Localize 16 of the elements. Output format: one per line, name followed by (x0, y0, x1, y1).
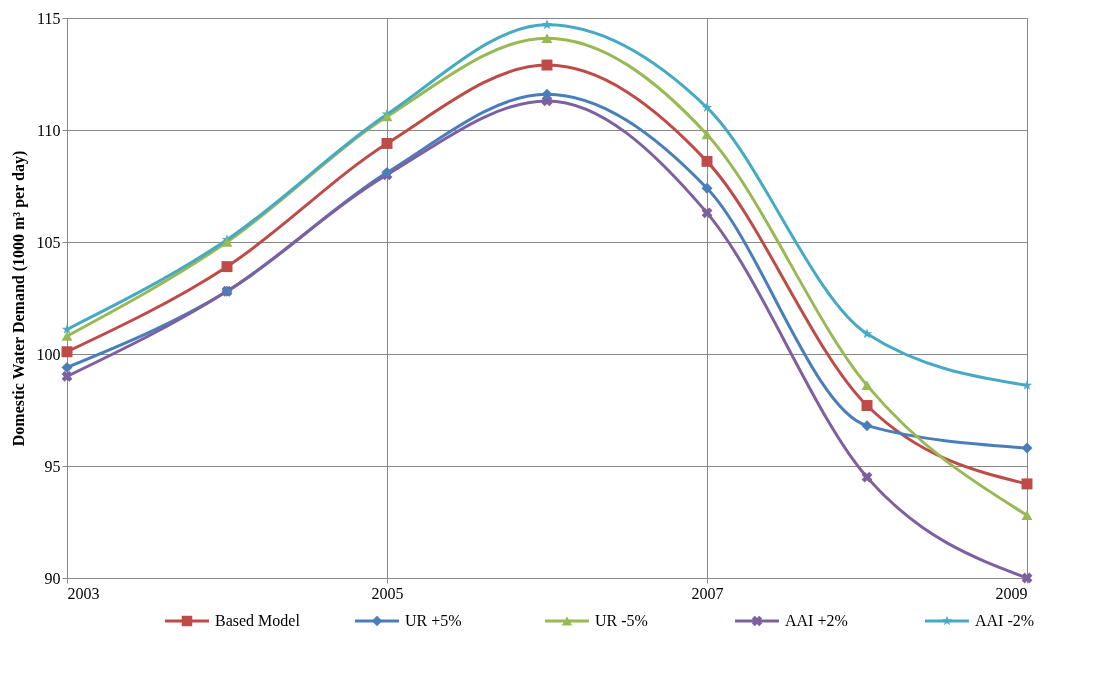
legend-label: AAI +2% (785, 612, 848, 629)
x-tick-label: 2009 (995, 584, 1028, 602)
legend-label: AAI -2% (975, 612, 1035, 629)
x-tick-label: 2003 (67, 584, 100, 602)
legend-label: UR -5% (595, 612, 648, 629)
y-tick-label: 110 (37, 121, 61, 139)
legend-label: UR +5% (405, 612, 462, 629)
y-tick-label: 100 (36, 345, 61, 363)
y-axis-title: Domestic Water Demand (1000 m³ per day) (9, 150, 28, 447)
y-tick-label: 115 (37, 9, 61, 27)
legend-label: Based Model (215, 612, 301, 629)
y-tick-label: 90 (44, 569, 61, 587)
x-tick-label: 2007 (691, 584, 724, 602)
x-tick-label: 2005 (371, 584, 404, 602)
y-tick-label: 95 (44, 457, 61, 475)
y-tick-label: 105 (36, 233, 61, 251)
